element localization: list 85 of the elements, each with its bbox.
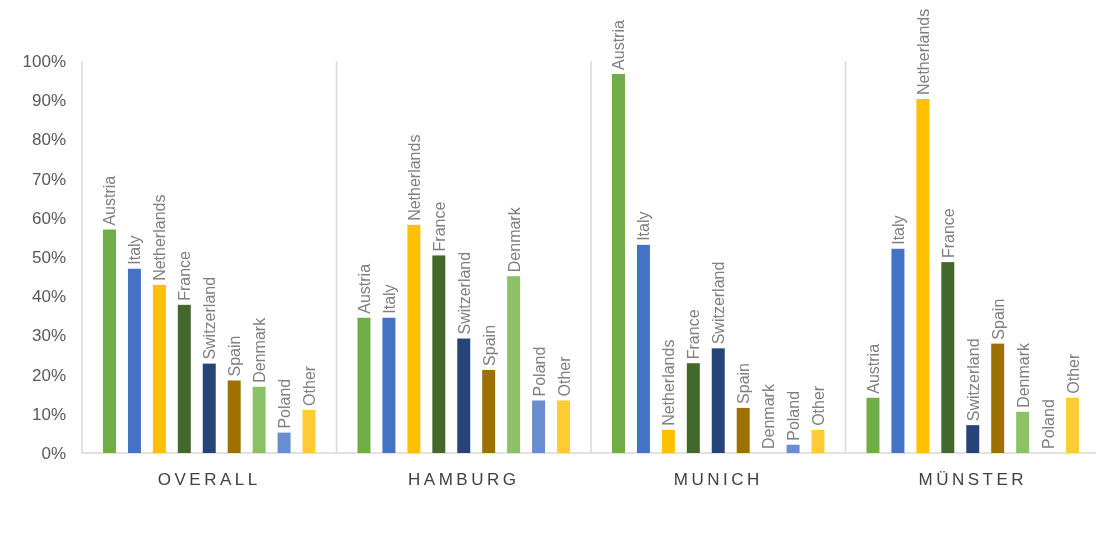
bar xyxy=(661,429,675,453)
text: Switzerland xyxy=(201,276,219,360)
text: Other xyxy=(810,385,828,426)
text: Poland xyxy=(276,378,294,429)
bar xyxy=(482,369,496,453)
bar xyxy=(916,99,930,453)
bar xyxy=(277,432,291,453)
y-tick-label: 70% xyxy=(31,169,66,189)
text: Spain xyxy=(480,324,498,366)
text: Poland xyxy=(530,346,548,397)
bar xyxy=(532,400,546,453)
y-tick-label: 40% xyxy=(31,287,66,307)
bar xyxy=(891,248,905,453)
y-tick-label: 60% xyxy=(31,208,66,228)
y-tick-label: 30% xyxy=(31,326,66,346)
text: Spain xyxy=(989,298,1007,340)
text: Netherlands xyxy=(151,194,169,281)
text: France xyxy=(430,201,448,252)
bar xyxy=(966,425,980,453)
text: Poland xyxy=(785,390,803,441)
bar xyxy=(302,409,316,453)
bar xyxy=(177,304,191,453)
bar xyxy=(252,386,266,453)
bar xyxy=(103,229,116,453)
text: Spain xyxy=(226,335,244,377)
text: Poland xyxy=(1039,399,1057,449)
text: Italy xyxy=(889,215,907,245)
text: Other xyxy=(1064,353,1082,394)
bar xyxy=(612,73,625,453)
y-tick-label: 0% xyxy=(41,443,66,463)
text: Denmark xyxy=(251,317,269,383)
text: Switzerland xyxy=(964,338,982,422)
x-tick-label: HAMBURG xyxy=(408,470,520,489)
y-tick-label: 90% xyxy=(31,91,66,111)
bar xyxy=(736,407,750,453)
text: Denmark xyxy=(760,384,778,449)
x-tick-label: OVERALL xyxy=(157,470,261,489)
bar xyxy=(866,397,880,453)
bar xyxy=(507,276,521,453)
text: France xyxy=(939,208,957,259)
bar xyxy=(941,262,955,453)
bar xyxy=(357,317,371,453)
y-tick-label: 100% xyxy=(22,51,66,71)
y-tick-label: 10% xyxy=(31,404,66,424)
bar xyxy=(227,380,241,453)
bar xyxy=(636,244,650,453)
text: Italy xyxy=(635,211,653,241)
text: Other xyxy=(301,365,319,406)
text: Switzerland xyxy=(710,261,728,345)
text: Denmark xyxy=(505,206,523,273)
bar xyxy=(686,363,700,453)
bar xyxy=(127,268,141,453)
y-tick-label: 20% xyxy=(31,365,66,385)
text: Other xyxy=(555,356,573,397)
bar xyxy=(1066,397,1079,453)
text: Austria xyxy=(610,20,628,70)
text: Austria xyxy=(101,175,119,226)
bar xyxy=(432,255,446,453)
bar xyxy=(1016,411,1030,453)
y-tick-label: 50% xyxy=(31,247,66,267)
bar xyxy=(811,429,825,453)
y-tick-label: 80% xyxy=(31,130,66,150)
bar xyxy=(202,363,216,453)
bar xyxy=(382,317,396,453)
bar xyxy=(711,348,725,453)
text: France xyxy=(176,250,194,301)
text: Italy xyxy=(126,235,144,265)
text: Austria xyxy=(864,343,882,394)
text: Netherlands xyxy=(405,134,423,221)
bar xyxy=(786,444,800,453)
bar xyxy=(991,343,1005,453)
text: Italy xyxy=(380,284,398,314)
text: Spain xyxy=(735,363,753,404)
bar xyxy=(557,400,570,453)
text: Netherlands xyxy=(660,339,678,426)
text: Austria xyxy=(355,263,373,314)
bar xyxy=(457,338,471,453)
bar xyxy=(152,284,166,453)
text: France xyxy=(685,309,703,360)
text: Switzerland xyxy=(455,251,473,335)
x-tick-label: MUNICH xyxy=(673,470,763,489)
text: Denmark xyxy=(1014,342,1032,408)
x-tick-label: MÜNSTER xyxy=(918,470,1028,489)
bar xyxy=(407,224,421,453)
text: Netherlands xyxy=(914,8,932,96)
